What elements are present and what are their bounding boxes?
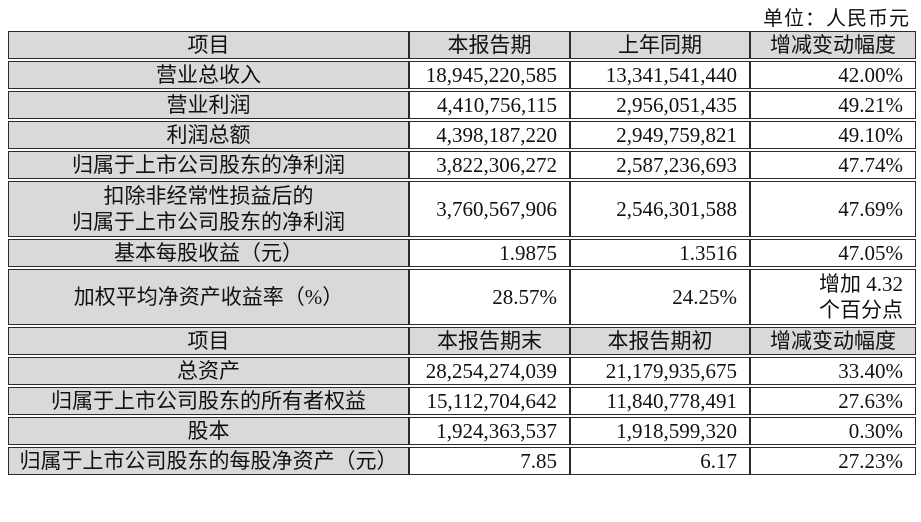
current-value: 1,924,363,537 [409, 417, 570, 445]
current-value: 3,822,306,272 [409, 151, 570, 179]
prior-value: 11,840,778,491 [570, 387, 750, 415]
current-value: 28.57% [409, 269, 570, 325]
row-label: 营业利润 [8, 91, 409, 119]
prior-value: 1,918,599,320 [570, 417, 750, 445]
prior-value: 2,949,759,821 [570, 121, 750, 149]
change-value: 42.00% [750, 61, 916, 89]
prior-value: 2,546,301,588 [570, 181, 750, 237]
current-value: 4,398,187,220 [409, 121, 570, 149]
table-row-weighted-avg-roe: 加权平均净资产收益率（%） 28.57% 24.25% 增加 4.32 个百分点 [8, 269, 916, 325]
row-label-line2: 归属于上市公司股东的净利润 [72, 210, 345, 234]
table-row-net-profit-excl-nonrecurring: 扣除非经常性损益后的 归属于上市公司股东的净利润 3,760,567,906 2… [8, 181, 916, 237]
income-header-current: 本报告期 [409, 31, 570, 59]
row-label: 归属于上市公司股东的净利润 [8, 151, 409, 179]
prior-value: 21,179,935,675 [570, 357, 750, 385]
currency-unit-label: 单位：人民币元 [763, 8, 910, 30]
prior-value: 24.25% [570, 269, 750, 325]
current-value: 15,112,704,642 [409, 387, 570, 415]
change-value: 49.21% [750, 91, 916, 119]
table-row-total-revenue: 营业总收入 18,945,220,585 13,341,541,440 42.0… [8, 61, 916, 89]
change-value: 27.63% [750, 387, 916, 415]
change-value-line2: 个百分点 [819, 298, 903, 322]
table-row-total-profit: 利润总额 4,398,187,220 2,949,759,821 49.10% [8, 121, 916, 149]
row-label: 归属于上市公司股东的所有者权益 [8, 387, 409, 415]
current-value: 1.9875 [409, 239, 570, 267]
current-value: 3,760,567,906 [409, 181, 570, 237]
table-row-owners-equity: 归属于上市公司股东的所有者权益 15,112,704,642 11,840,77… [8, 387, 916, 415]
row-label: 利润总额 [8, 121, 409, 149]
change-value: 49.10% [750, 121, 916, 149]
prior-value: 2,587,236,693 [570, 151, 750, 179]
change-value: 47.05% [750, 239, 916, 267]
current-value: 28,254,274,039 [409, 357, 570, 385]
row-label-line1: 扣除非经常性损益后的 [103, 184, 314, 208]
current-value: 18,945,220,585 [409, 61, 570, 89]
row-label: 归属于上市公司股东的每股净资产（元） [8, 447, 409, 475]
balance-header-change: 增减变动幅度 [750, 327, 916, 355]
change-value: 27.23% [750, 447, 916, 475]
row-label: 营业总收入 [8, 61, 409, 89]
prior-value: 13,341,541,440 [570, 61, 750, 89]
table-row-operating-profit: 营业利润 4,410,756,115 2,956,051,435 49.21% [8, 91, 916, 119]
balance-header-row: 项目 本报告期末 本报告期初 增减变动幅度 [8, 327, 916, 355]
income-header-change: 增减变动幅度 [750, 31, 916, 59]
balance-header-item: 项目 [8, 327, 409, 355]
table-row-net-profit-attributable: 归属于上市公司股东的净利润 3,822,306,272 2,587,236,69… [8, 151, 916, 179]
change-value: 33.40% [750, 357, 916, 385]
table-row-net-assets-per-share: 归属于上市公司股东的每股净资产（元） 7.85 6.17 27.23% [8, 447, 916, 475]
prior-value: 2,956,051,435 [570, 91, 750, 119]
row-label: 基本每股收益（元） [8, 239, 409, 267]
change-value: 47.74% [750, 151, 916, 179]
income-header-row: 项目 本报告期 上年同期 增减变动幅度 [8, 31, 916, 59]
table-row-total-assets: 总资产 28,254,274,039 21,179,935,675 33.40% [8, 357, 916, 385]
row-label: 股本 [8, 417, 409, 445]
change-value-line1: 增加 4.32 [819, 272, 903, 296]
prior-value: 6.17 [570, 447, 750, 475]
table-row-basic-eps: 基本每股收益（元） 1.9875 1.3516 47.05% [8, 239, 916, 267]
balance-header-current: 本报告期末 [409, 327, 570, 355]
income-header-prior: 上年同期 [570, 31, 750, 59]
change-value: 0.30% [750, 417, 916, 445]
table-row-share-capital: 股本 1,924,363,537 1,918,599,320 0.30% [8, 417, 916, 445]
current-value: 7.85 [409, 447, 570, 475]
row-label: 总资产 [8, 357, 409, 385]
financial-summary-table: 项目 本报告期 上年同期 增减变动幅度 营业总收入 18,945,220,585… [8, 29, 916, 477]
row-label: 加权平均净资产收益率（%） [8, 269, 409, 325]
change-value: 增加 4.32 个百分点 [750, 269, 916, 325]
current-value: 4,410,756,115 [409, 91, 570, 119]
balance-header-prior: 本报告期初 [570, 327, 750, 355]
change-value: 47.69% [750, 181, 916, 237]
row-label: 扣除非经常性损益后的 归属于上市公司股东的净利润 [8, 181, 409, 237]
income-header-item: 项目 [8, 31, 409, 59]
prior-value: 1.3516 [570, 239, 750, 267]
